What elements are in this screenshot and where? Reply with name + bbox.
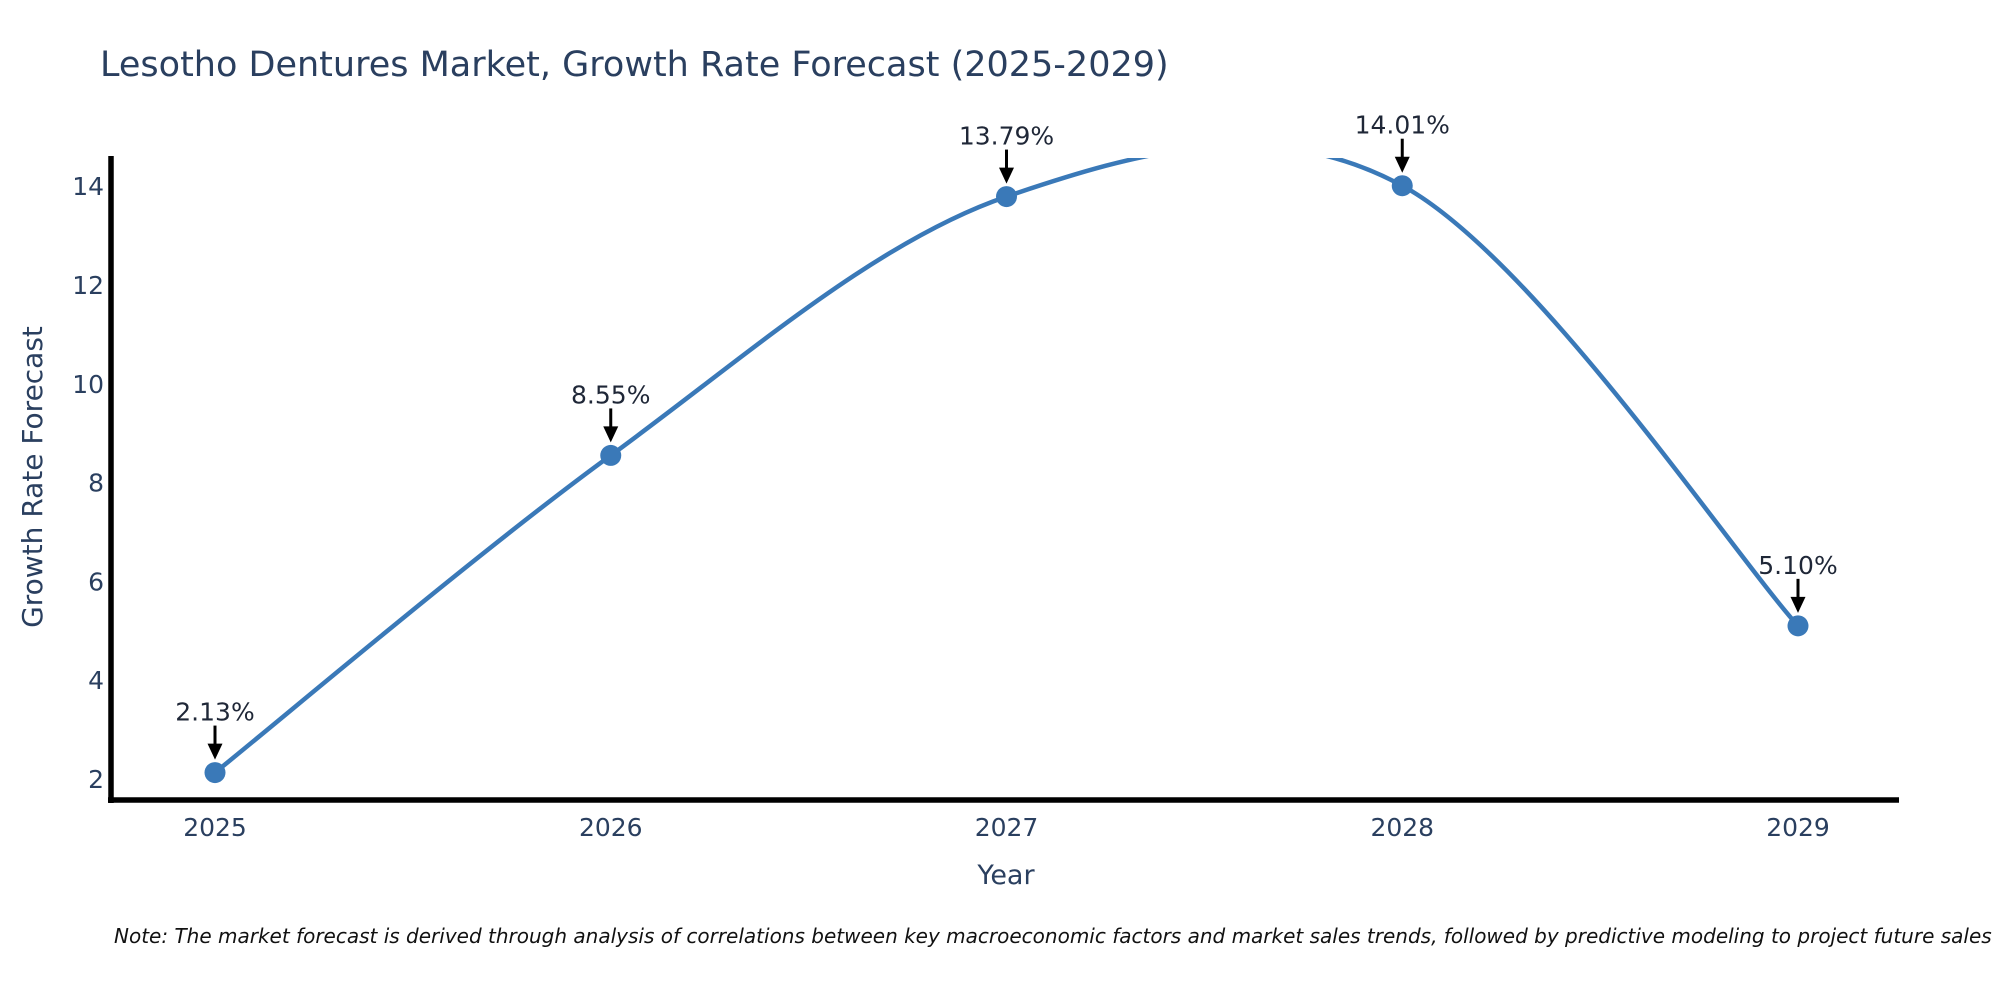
annotation-arrowhead <box>207 743 223 760</box>
annotation-arrowhead <box>603 426 619 443</box>
annotation-arrowhead <box>999 167 1014 184</box>
y-tick-label: 2 <box>88 765 104 794</box>
data-point-marker <box>1787 615 1809 637</box>
y-tick-label: 10 <box>72 370 104 399</box>
x-tick-label: 2025 <box>183 813 247 842</box>
data-point-marker <box>1391 175 1413 197</box>
y-axis-title: Growth Rate Forecast <box>16 326 49 628</box>
annotation-arrowhead <box>1790 596 1806 613</box>
x-tick-label: 2026 <box>579 813 643 842</box>
x-tick-label: 2028 <box>1370 813 1434 842</box>
x-tick-label: 2027 <box>975 813 1039 842</box>
point-annotation-label: 5.10% <box>1758 551 1837 580</box>
x-tick-label: 2029 <box>1766 813 1830 842</box>
y-tick-label: 14 <box>72 172 104 201</box>
y-tick-label: 12 <box>72 271 104 300</box>
annotation-arrowhead <box>1394 156 1410 173</box>
trace-line <box>212 158 1801 775</box>
y-tick-label: 4 <box>88 666 104 695</box>
trace-group <box>204 158 1809 784</box>
point-annotation-label: 13.79% <box>959 122 1054 151</box>
chart-note: Note: The market forecast is derived thr… <box>114 924 1992 948</box>
point-annotation-label: 8.55% <box>571 380 650 409</box>
data-point-marker <box>600 444 622 466</box>
data-point-marker <box>204 762 226 784</box>
chart-title: Lesotho Dentures Market, Growth Rate For… <box>100 45 1169 85</box>
y-tick-label: 8 <box>88 469 104 498</box>
x-axis-title: Year <box>977 860 1035 891</box>
data-point-marker <box>996 186 1017 208</box>
point-annotation-label: 14.01% <box>1355 111 1450 140</box>
point-annotation-label: 2.13% <box>175 698 254 727</box>
y-tick-label: 6 <box>88 567 104 596</box>
